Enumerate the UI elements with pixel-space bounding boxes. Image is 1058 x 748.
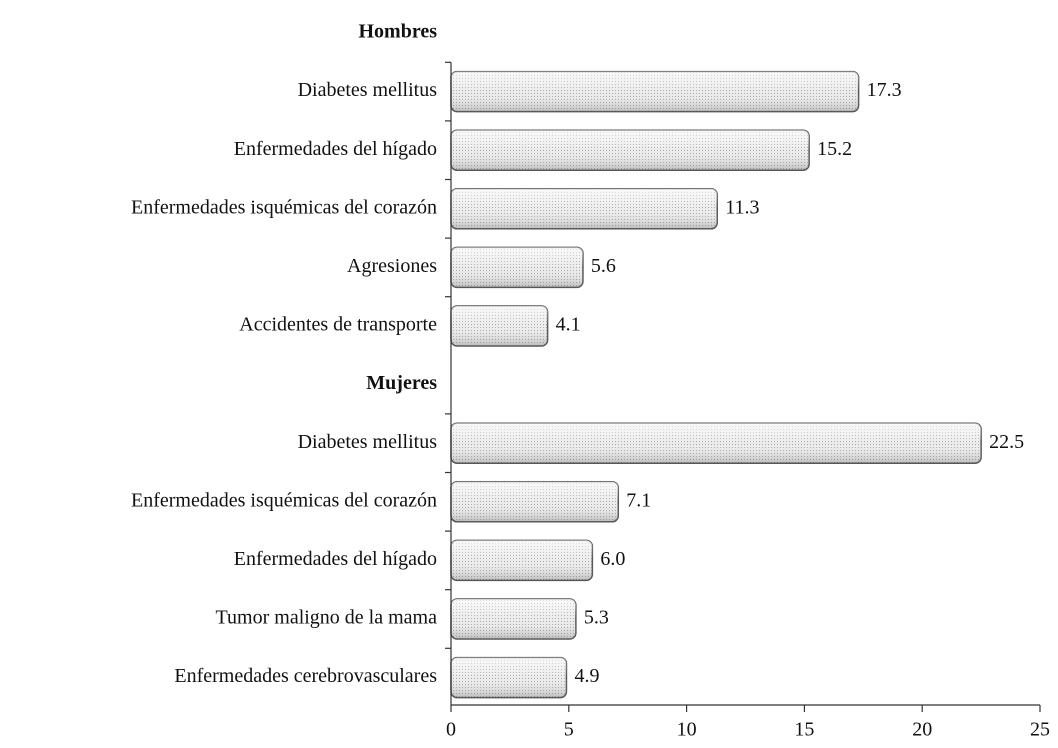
value-label: 7.1	[626, 489, 651, 511]
category-label: Enfermedades isquémicas del corazón	[131, 489, 437, 511]
value-label: 17.3	[867, 79, 902, 101]
bar-shade	[451, 481, 619, 522]
bar-shade	[451, 306, 548, 346]
bar-shade	[451, 657, 567, 698]
value-label: 6.0	[600, 548, 625, 570]
x-tick-label: 10	[677, 719, 697, 741]
value-label: 15.2	[817, 138, 852, 160]
bar-shade	[451, 423, 982, 464]
category-label: Enfermedades isquémicas del corazón	[131, 196, 437, 218]
value-label: 4.9	[574, 665, 599, 687]
bar-shade	[451, 540, 593, 581]
category-label: Diabetes mellitus	[298, 79, 438, 101]
category-label: Enfermedades cerebrovasculares	[174, 665, 437, 687]
category-label: Agresiones	[347, 255, 437, 277]
value-label: 11.3	[725, 196, 759, 218]
value-label: 4.1	[556, 314, 581, 336]
category-label: Accidentes de transporte	[239, 314, 437, 336]
value-label: 22.5	[989, 431, 1024, 453]
value-label: 5.3	[584, 607, 609, 629]
bar-shade	[451, 599, 576, 639]
x-tick-label: 20	[912, 719, 932, 741]
x-tick-label: 5	[564, 719, 574, 741]
category-label: Diabetes mellitus	[298, 431, 438, 453]
x-tick-label: 0	[446, 719, 456, 741]
category-label: Tumor maligno de la mama	[216, 607, 438, 629]
group-label: Hombres	[358, 21, 437, 43]
bar-shade	[451, 130, 810, 171]
category-label: Enfermedades del hígado	[234, 548, 437, 570]
value-label: 5.6	[591, 255, 616, 277]
group-label: Mujeres	[366, 372, 437, 394]
x-tick-label: 15	[794, 719, 814, 741]
x-tick-label: 25	[1030, 719, 1050, 741]
category-label: Enfermedades del hígado	[234, 138, 437, 160]
bar-shade	[451, 247, 583, 288]
bar-shade	[451, 71, 859, 112]
bar-shade	[451, 188, 718, 229]
